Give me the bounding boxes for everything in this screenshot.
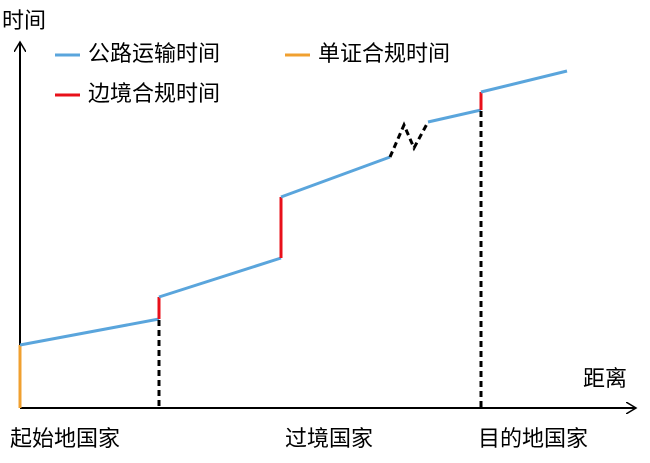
x-label: 目的地国家 — [478, 427, 588, 452]
timeline — [18, 69, 568, 408]
road-segment — [427, 108, 482, 124]
x-axis-label: 距离 — [583, 367, 627, 392]
legend-label: 公路运输时间 — [88, 42, 220, 67]
x-label: 起始地国家 — [10, 427, 120, 452]
road-segment — [480, 69, 568, 94]
legend-label: 单证合规时间 — [318, 42, 450, 67]
road-segment — [19, 317, 160, 347]
break-segment — [388, 121, 430, 158]
legend-label: 边境合规时间 — [88, 82, 220, 107]
x-label: 过境国家 — [285, 427, 373, 452]
y-axis-label: 时间 — [2, 9, 46, 34]
road-segment — [158, 256, 282, 299]
road-segment — [280, 155, 391, 199]
